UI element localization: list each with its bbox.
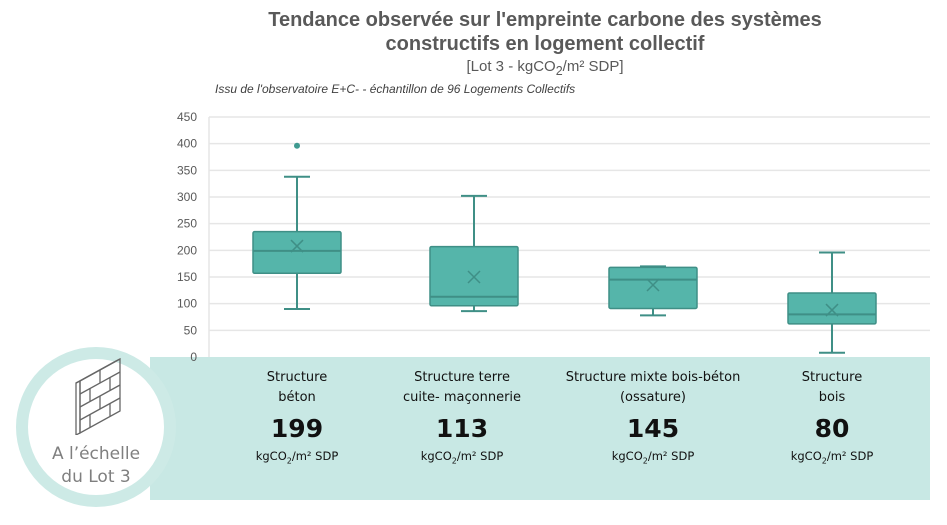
unit-pre: kgCO xyxy=(255,449,287,463)
box-iqr xyxy=(787,292,877,325)
y-tick-label: 250 xyxy=(177,217,197,231)
summary-band xyxy=(150,357,930,500)
category-summary: Structure bois 80 kgCO2/m² SDP xyxy=(732,368,932,465)
category-label: Structure béton xyxy=(197,368,397,410)
unit-pre: kgCO xyxy=(420,449,452,463)
source-note: Issu de l'observatoire E+C- - échantillo… xyxy=(215,82,576,96)
unit-label: kgCO2/m² SDP xyxy=(362,449,562,465)
category-label: Structure mixte bois-béton (ossature) xyxy=(553,368,753,410)
category-summary: Structure béton 199 kgCO2/m² SDP xyxy=(197,368,397,465)
category-label-line-2: béton xyxy=(278,390,316,405)
unit-sub: 2 xyxy=(642,456,648,466)
subtitle-pre: [Lot 3 - kgCO xyxy=(466,58,556,75)
unit-sub: 2 xyxy=(286,456,292,466)
box-iqr xyxy=(252,230,342,275)
median-value: 145 xyxy=(626,414,680,443)
badge-line-2: du Lot 3 xyxy=(61,467,131,487)
category-label-line-1: Structure xyxy=(801,370,863,385)
y-tick-label: 300 xyxy=(177,190,197,204)
unit-post: /m² SDP xyxy=(647,449,695,463)
category-label-line-2: cuite- maçonnerie xyxy=(402,390,522,405)
scope-badge-text: A l’échelle du Lot 3 xyxy=(16,443,176,489)
unit-label: kgCO2/m² SDP xyxy=(197,449,397,465)
category-label-line-1: Structure xyxy=(266,370,328,385)
category-label-line-1: Structure terre xyxy=(414,370,510,385)
category-label-line-2: bois xyxy=(818,390,846,405)
mean-marker xyxy=(646,278,660,292)
y-tick-label: 350 xyxy=(177,163,197,177)
category-summary: Structure mixte bois-béton (ossature) 145… xyxy=(553,368,753,465)
y-tick-label: 400 xyxy=(177,137,197,151)
y-tick-label: 200 xyxy=(177,243,197,257)
brick-wall-icon xyxy=(75,357,121,435)
subtitle-post: /m² SDP] xyxy=(562,58,624,75)
unit-post: /m² SDP xyxy=(456,449,504,463)
unit-pre: kgCO xyxy=(790,449,822,463)
category-label-line-2: (ossature) xyxy=(619,390,686,405)
median-value: 199 xyxy=(270,414,324,443)
y-tick-label: 50 xyxy=(184,323,198,337)
mean-marker xyxy=(290,239,304,253)
unit-label: kgCO2/m² SDP xyxy=(732,449,932,465)
category-label: Structure terre cuite- maçonnerie xyxy=(362,368,562,410)
box-iqr xyxy=(608,266,698,310)
y-tick-label: 100 xyxy=(177,297,197,311)
median-value: 113 xyxy=(435,414,489,443)
chart-subtitle: [Lot 3 - kgCO2/m² SDP] xyxy=(200,58,890,78)
category-summary: Structure terre cuite- maçonnerie 113 kgC… xyxy=(362,368,562,465)
mean-marker xyxy=(467,270,481,284)
title-line-1: Tendance observée sur l'empreinte carbon… xyxy=(268,9,822,31)
title-line-2: constructifs en logement collectif xyxy=(385,33,705,55)
unit-post: /m² SDP xyxy=(291,449,339,463)
unit-sub: 2 xyxy=(821,456,827,466)
unit-sub: 2 xyxy=(451,456,457,466)
chart-title: Tendance observée sur l'empreinte carbon… xyxy=(200,8,890,56)
badge-line-1: A l’échelle xyxy=(51,444,141,464)
median-value: 80 xyxy=(814,414,850,443)
y-tick-label: 0 xyxy=(190,350,197,364)
outlier-point xyxy=(294,142,300,149)
y-tick-label: 450 xyxy=(177,110,197,124)
unit-label: kgCO2/m² SDP xyxy=(553,449,753,465)
unit-post: /m² SDP xyxy=(826,449,874,463)
unit-pre: kgCO xyxy=(611,449,643,463)
mean-marker xyxy=(825,303,839,317)
y-tick-label: 150 xyxy=(177,270,197,284)
category-label-line-1: Structure mixte bois-béton xyxy=(565,370,741,385)
category-label: Structure bois xyxy=(732,368,932,410)
subtitle-sub: 2 xyxy=(555,64,563,78)
